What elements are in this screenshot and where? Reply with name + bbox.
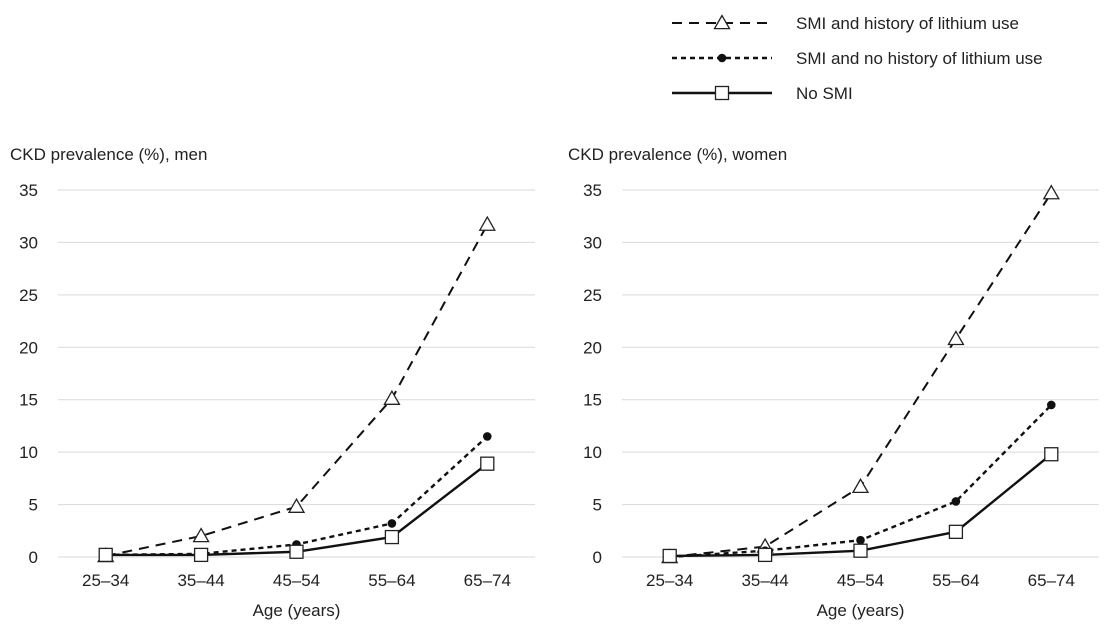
data-point-s2-1: [757, 547, 773, 563]
data-point-s2-0: [662, 548, 677, 564]
data-point-s0-4: [1042, 184, 1060, 200]
y-tick-label: 15: [583, 391, 602, 410]
y-tick-label: 30: [19, 233, 38, 252]
data-point-s0-4: [478, 215, 496, 231]
y-tick-label: 5: [593, 496, 602, 515]
x-axis-title: Age (years): [817, 601, 905, 620]
data-point-s0-3: [947, 330, 965, 346]
legend-label-2: No SMI: [796, 84, 853, 103]
data-point-s0-3: [383, 389, 401, 405]
y-tick-label: 15: [19, 391, 38, 410]
data-point-s0-2: [287, 497, 306, 513]
y-tick-label: 35: [19, 181, 38, 200]
data-point-s2-0: [98, 547, 113, 563]
x-tick-label: 65–74: [1028, 571, 1075, 590]
x-axis-title: Age (years): [253, 601, 341, 620]
chart-men: CKD prevalence (%), men 0 5 10 15 20 25 30 35 25–…: [10, 145, 535, 620]
y-tick-label: 20: [583, 338, 602, 357]
legend: SMI and history of lithium use SMI and no…: [672, 14, 1043, 103]
x-tick-label: 45–54: [837, 571, 884, 590]
data-point-s2-2: [853, 543, 868, 558]
data-point-s2-3: [384, 529, 400, 545]
data-point-s2-1: [193, 547, 209, 563]
data-point-s2-3: [948, 524, 964, 539]
y-tick-label: 25: [19, 286, 38, 305]
data-point-s1-4: [483, 432, 492, 441]
x-tick-label: 35–44: [741, 571, 788, 590]
x-tick-label: 25–34: [82, 571, 129, 590]
data-point-s2-4: [480, 456, 495, 471]
data-point-s1-2: [856, 535, 865, 545]
legend-item-1: SMI and no history of lithium use: [672, 49, 1043, 68]
y-tick-label: 20: [19, 338, 38, 357]
y-tick-label: 0: [29, 548, 38, 567]
data-point-s1-4: [1047, 400, 1056, 410]
legend-marker-1: [717, 53, 727, 63]
data-point-s0-2: [851, 477, 870, 494]
x-tick-label: 55–64: [368, 571, 415, 590]
y-tick-label: 0: [593, 548, 602, 567]
y-tick-label: 30: [583, 233, 602, 252]
data-point-s0-1: [192, 527, 210, 543]
legend-marker-2: [714, 85, 730, 101]
x-tick-label: 45–54: [273, 571, 320, 590]
x-tick-label: 55–64: [932, 571, 979, 590]
series-line-1: [105, 435, 489, 557]
x-tick-label: 65–74: [464, 571, 511, 590]
y-tick-label: 5: [29, 496, 38, 515]
legend-label-0: SMI and history of lithium use: [796, 14, 1019, 33]
legend-item-0: SMI and history of lithium use: [672, 14, 1019, 33]
data-point-s2-4: [1044, 447, 1059, 462]
legend-item-2: No SMI: [672, 84, 853, 103]
data-point-s1-3: [951, 497, 961, 506]
y-tick-label: 25: [583, 286, 602, 305]
y-tick-label: 10: [19, 443, 38, 462]
y-axis-title: CKD prevalence (%), men: [10, 145, 207, 164]
y-axis-title: CKD prevalence (%), women: [568, 145, 787, 164]
legend-marker-0: [713, 14, 731, 30]
legend-label-1: SMI and no history of lithium use: [796, 49, 1043, 68]
y-tick-label: 35: [583, 181, 602, 200]
x-tick-label: 35–44: [177, 571, 224, 590]
x-tick-label: 25–34: [646, 571, 693, 590]
data-point-s2-2: [289, 544, 304, 559]
series-line-0: [669, 192, 1053, 558]
data-point-s1-3: [387, 519, 397, 528]
chart-women: CKD prevalence (%), women 0 5 10 15 20 25 30 35 2…: [568, 145, 1099, 620]
y-tick-label: 10: [583, 443, 602, 462]
